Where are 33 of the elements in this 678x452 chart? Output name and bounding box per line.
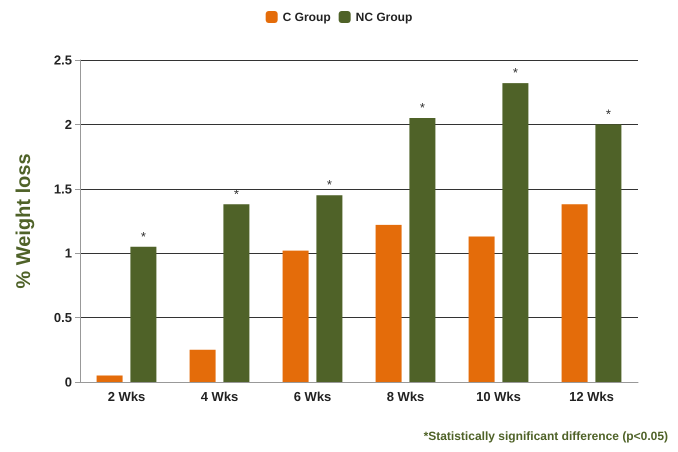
y-tick-label: 2.5 — [54, 52, 72, 68]
y-axis-title: % Weight loss — [13, 153, 35, 289]
legend-label: NC Group — [356, 10, 412, 24]
y-tick-label: 2 — [64, 116, 72, 132]
annotation: * — [326, 177, 332, 192]
y-tick-label: 1.5 — [54, 181, 72, 196]
bar — [130, 246, 156, 382]
x-tick-label: 2 Wks — [108, 389, 146, 404]
x-tick-label: 10 Wks — [476, 389, 521, 404]
x-tick-label: 12 Wks — [569, 389, 614, 404]
bar — [190, 350, 216, 382]
bar — [223, 204, 250, 382]
x-tick-label: 8 Wks — [386, 389, 424, 404]
x-tick-label: 6 Wks — [294, 389, 332, 404]
y-tick-label: 1 — [64, 246, 72, 261]
bar — [376, 224, 402, 382]
bar — [595, 124, 622, 382]
legend-label: C Group — [282, 10, 331, 24]
x-tick-label: 4 Wks — [200, 389, 238, 404]
annotation: * — [512, 65, 518, 80]
bar — [282, 250, 309, 382]
annotation: * — [140, 228, 146, 244]
bar — [562, 204, 588, 382]
annotation: * — [420, 100, 425, 115]
bar — [316, 195, 342, 382]
text: *Statistically significant difference (p<0.05) — [424, 429, 668, 443]
bar — [468, 236, 495, 382]
bar — [409, 118, 436, 382]
annotation: * — [606, 106, 611, 122]
bar — [96, 376, 123, 382]
y-tick-label: 0.5 — [54, 310, 72, 326]
y-tick-label: 0 — [64, 374, 72, 390]
bar — [502, 83, 528, 382]
